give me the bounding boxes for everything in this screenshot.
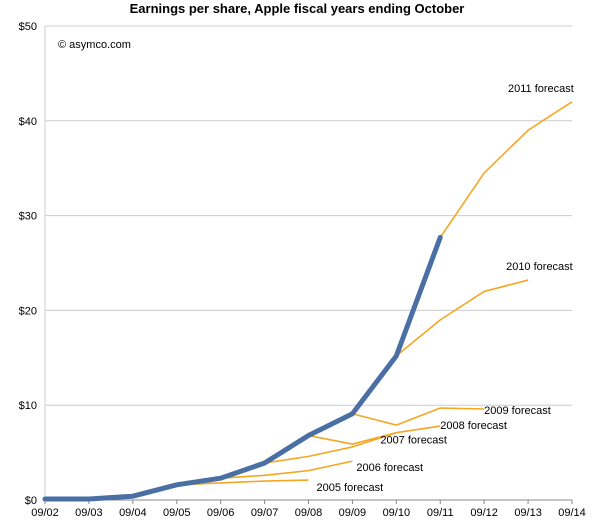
forecast-labels: 2005 forecast 2006 forecast 2007 forecast 2… [317, 83, 574, 494]
x-tick-label: 09/09 [339, 507, 367, 519]
y-axis-ticks: $0 $10 $20 $30 $40 $50 [19, 21, 37, 507]
x-tick-label: 09/06 [207, 507, 235, 519]
x-tick-label: 09/05 [163, 507, 191, 519]
y-tick-label: $30 [19, 211, 37, 223]
y-tick-label: $40 [19, 116, 37, 128]
y-tick-label: $10 [19, 400, 37, 412]
forecast-label: 2008 forecast [440, 420, 507, 432]
x-tick-label: 09/11 [427, 507, 454, 519]
forecast-label: 2010 forecast [506, 261, 573, 273]
forecast-line [352, 407, 485, 426]
forecast-line [308, 425, 441, 445]
x-tick-label: 09/14 [558, 507, 586, 519]
y-tick-label: $0 [25, 495, 37, 507]
x-axis-ticks: 09/02 09/03 09/04 09/05 09/06 09/07 09/08 09/09… [31, 500, 586, 519]
x-tick-label: 09/03 [75, 507, 103, 519]
forecast-label: 2005 forecast [317, 482, 384, 494]
forecast-label: 2006 forecast [356, 462, 423, 474]
forecast-label: 2007 forecast [380, 435, 447, 447]
x-tick-label: 09/07 [251, 507, 279, 519]
forecast-lines [176, 101, 573, 486]
chart-title: Earnings per share, Apple fiscal years e… [130, 1, 465, 16]
x-tick-label: 09/10 [383, 507, 411, 519]
actual-eps-line [42, 234, 443, 502]
forecast-line [439, 101, 573, 238]
forecast-line [220, 460, 353, 479]
forecast-line [395, 279, 529, 357]
actual-eps-polyline [42, 234, 443, 502]
forecast-label: 2011 forecast [508, 83, 574, 95]
gridlines [44, 25, 572, 501]
x-tick-label: 09/12 [470, 507, 498, 519]
y-tick-label: $20 [19, 305, 37, 317]
x-tick-label: 09/02 [31, 507, 59, 519]
forecast-label: 2009 forecast [484, 405, 551, 417]
x-tick-label: 09/08 [295, 507, 323, 519]
credit-text: © asymco.com [58, 39, 131, 51]
x-tick-label: 09/13 [514, 507, 542, 519]
y-tick-label: $50 [19, 21, 37, 33]
x-tick-label: 09/04 [119, 507, 147, 519]
forecast-line [264, 431, 397, 464]
